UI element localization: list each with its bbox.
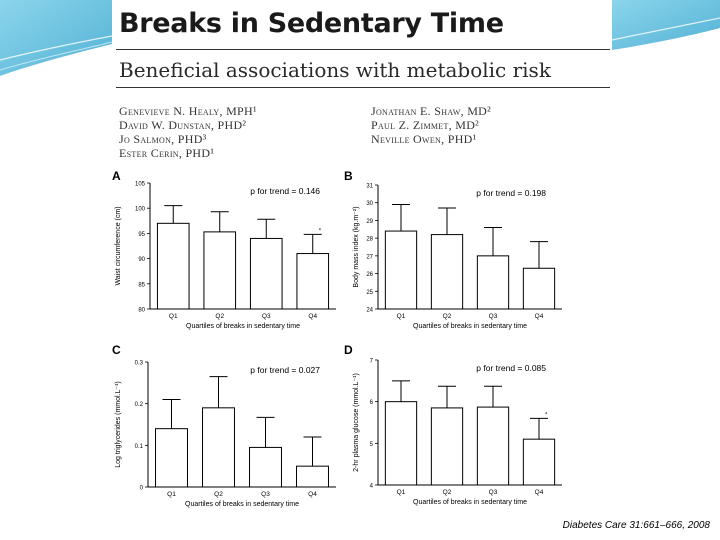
bar	[296, 253, 330, 310]
x-tick-label: Q4	[535, 313, 544, 320]
x-axis-label: Quartiles of breaks in sedentary time	[413, 323, 527, 330]
panel-label: D	[344, 343, 353, 357]
y-tick-label: 0.3	[135, 361, 144, 367]
author: Ester Cerin, PHD¹	[119, 146, 215, 160]
y-axis-label: 2-hr plasma glucose (mmol.L⁻¹)	[353, 373, 360, 472]
y-tick-label: 90	[138, 257, 145, 263]
y-tick-label: 26	[366, 272, 373, 278]
significance-star: *	[319, 228, 322, 234]
trend-annotation: p for trend = 0.146	[250, 186, 320, 196]
trend-annotation: p for trend = 0.085	[476, 363, 546, 373]
y-tick-label: 100	[135, 207, 146, 213]
x-tick-label: Q2	[443, 313, 452, 320]
bar	[249, 446, 282, 488]
bar	[384, 401, 418, 486]
author: Genevieve N. Healy, MPH¹	[119, 104, 257, 118]
x-axis-label: Quartiles of breaks in sedentary time	[186, 323, 300, 330]
y-tick-label: 27	[366, 254, 373, 260]
bar	[202, 407, 235, 488]
bar	[522, 438, 556, 486]
citation: Diabetes Care 31:661–666, 2008	[562, 520, 710, 531]
bar	[384, 230, 418, 310]
x-tick-label: Q1	[397, 313, 406, 320]
x-tick-label: Q1	[167, 491, 176, 498]
x-tick-label: Q4	[308, 491, 317, 498]
y-tick-label: 6	[370, 400, 374, 406]
bar	[430, 407, 464, 486]
x-tick-label: Q3	[489, 489, 498, 496]
x-tick-label: Q2	[215, 313, 224, 320]
panel-label: C	[112, 343, 121, 357]
bar	[476, 406, 510, 486]
authors-left: Genevieve N. Healy, MPH¹ David W. Dunsta…	[119, 104, 257, 160]
y-tick-label: 31	[366, 184, 373, 190]
subtitle-rule	[116, 87, 610, 88]
bar	[249, 237, 283, 310]
trend-annotation: p for trend = 0.198	[476, 188, 546, 198]
y-tick-label: 30	[366, 201, 373, 207]
bar	[203, 231, 237, 310]
y-tick-label: 85	[138, 282, 145, 288]
x-axis-label: Quartiles of breaks in sedentary time	[185, 501, 299, 508]
y-tick-label: 0	[140, 486, 144, 492]
article-subtitle: Beneficial associations with metabolic r…	[119, 58, 551, 82]
y-tick-label: 95	[138, 232, 145, 238]
x-axis-label: Quartiles of breaks in sedentary time	[413, 499, 527, 506]
authors-right: Jonathan E. Shaw, MD² Paul Z. Zimmet, MD…	[371, 104, 491, 146]
article-figure	[112, 0, 612, 515]
title-rule	[116, 49, 610, 50]
y-tick-label: 105	[135, 182, 146, 188]
y-tick-label: 0.1	[135, 444, 144, 450]
panel-label: A	[112, 169, 121, 183]
y-tick-label: 29	[366, 219, 373, 225]
bar	[476, 255, 510, 310]
y-axis-label: Waist circumference (cm)	[115, 206, 122, 285]
y-tick-label: 4	[370, 484, 374, 490]
y-tick-label: 80	[138, 308, 145, 314]
y-tick-label: 7	[370, 359, 374, 365]
bar	[430, 234, 464, 310]
trend-annotation: p for trend = 0.027	[250, 365, 320, 375]
author: David W. Dunstan, PHD²	[119, 118, 247, 132]
bar	[522, 267, 556, 310]
x-tick-label: Q2	[214, 491, 223, 498]
author: Paul Z. Zimmet, MD²	[371, 118, 480, 132]
author: Jo Salmon, PHD³	[119, 132, 207, 146]
x-tick-label: Q3	[489, 313, 498, 320]
x-tick-label: Q1	[397, 489, 406, 496]
author: Jonathan E. Shaw, MD²	[371, 104, 492, 118]
article-title: Breaks in Sedentary Time	[119, 8, 504, 39]
x-tick-label: Q4	[535, 489, 544, 496]
x-tick-label: Q1	[169, 313, 178, 320]
significance-star: *	[545, 412, 548, 418]
bar	[156, 222, 190, 310]
x-tick-label: Q4	[308, 313, 317, 320]
author: Neville Owen, PHD¹	[371, 132, 477, 146]
y-axis-label: Body mass index (kg.m⁻²)	[353, 206, 360, 287]
bar	[296, 465, 329, 488]
y-axis-label: Log triglycerides (mmol.L⁻¹)	[115, 381, 122, 468]
panel-label: B	[344, 169, 353, 183]
bar	[155, 428, 188, 488]
x-tick-label: Q2	[443, 489, 452, 496]
y-tick-label: 24	[366, 308, 373, 314]
x-tick-label: Q3	[261, 491, 270, 498]
x-tick-label: Q3	[262, 313, 271, 320]
y-tick-label: 25	[366, 290, 373, 296]
y-tick-label: 28	[366, 237, 373, 243]
y-tick-label: 0.2	[135, 402, 144, 408]
y-tick-label: 5	[370, 442, 374, 448]
